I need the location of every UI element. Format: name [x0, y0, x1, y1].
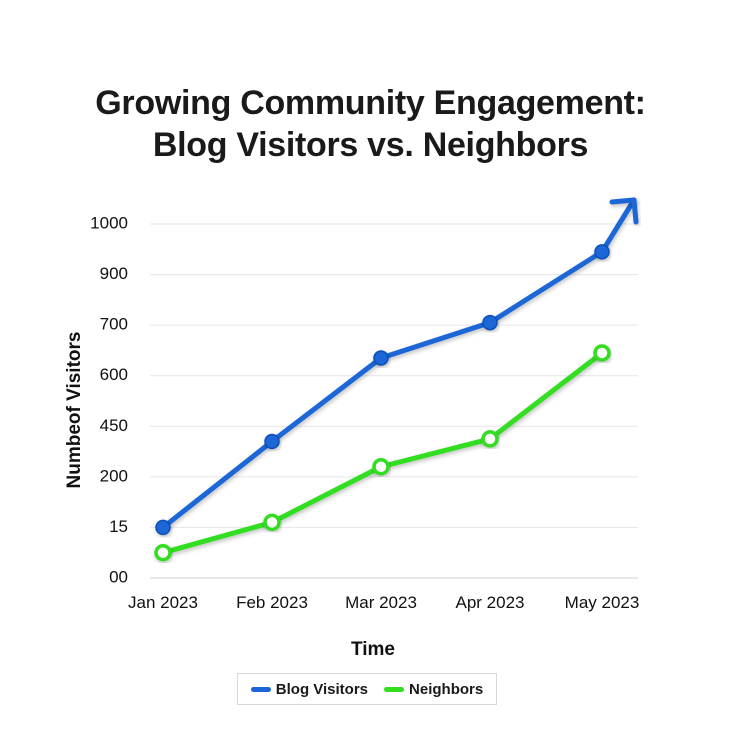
chart-title-line1: Growing Community Engagement: — [95, 84, 646, 122]
gridlines — [150, 223, 638, 579]
legend-label-neighbors: Neighbors — [409, 680, 484, 698]
y-tick-label: 450 — [100, 416, 128, 435]
x-axis-label: Time — [351, 639, 395, 660]
x-tick-label: May 2023 — [565, 593, 640, 612]
y-tick-label: 1000 — [90, 213, 128, 232]
x-tick-label: Apr 2023 — [456, 593, 525, 612]
point-neighbors — [593, 344, 611, 362]
point-blog-visitors — [155, 519, 171, 536]
chart-title-line2: Blog Visitors vs. Neighbors — [152, 126, 589, 164]
y-axis-ticks: 00 15 200 450 600 700 900 1000 — [90, 213, 128, 586]
series-line-blog-visitors — [160, 249, 605, 530]
y-tick-label: 700 — [100, 315, 128, 334]
x-axis-ticks: Jan 2023 Feb 2023 Mar 2023 Apr 2023 May 2023 — [128, 593, 639, 612]
x-tick-label: Feb 2023 — [236, 593, 308, 612]
y-tick-label: 900 — [100, 264, 128, 283]
legend-item-neighbors: Neighbors — [384, 681, 483, 698]
trend-arrow-head — [609, 197, 639, 225]
point-blog-visitors — [264, 433, 280, 450]
y-tick-label: 00 — [109, 567, 128, 586]
legend-label-blog-visitors: Blog Visitors — [275, 680, 369, 698]
point-blog-visitors — [373, 350, 389, 366]
point-neighbors — [481, 430, 499, 448]
trend-arrow-shaft — [599, 197, 637, 255]
y-tick-label: 600 — [100, 365, 128, 384]
legend: Blog Visitors Neighbors — [237, 673, 497, 705]
y-axis-label: Numbeof Visitors — [64, 332, 85, 489]
x-tick-label: Mar 2023 — [345, 593, 417, 612]
point-neighbors — [154, 543, 172, 562]
point-blog-visitors — [594, 244, 610, 260]
legend-swatch-neighbors — [384, 686, 405, 692]
point-neighbors — [372, 457, 390, 476]
legend-swatch-blog-visitors — [250, 686, 271, 692]
y-tick-label: 200 — [100, 466, 128, 485]
point-neighbors — [263, 513, 281, 532]
chart-title: Growing Community Engagement: Blog Visit… — [0, 82, 741, 166]
y-tick-label: 15 — [109, 517, 128, 536]
series-line-neighbors — [160, 350, 605, 556]
x-tick-label: Jan 2023 — [128, 593, 198, 612]
series-lines — [154, 197, 639, 562]
legend-item-blog-visitors: Blog Visitors — [250, 680, 369, 698]
point-blog-visitors — [482, 314, 498, 331]
